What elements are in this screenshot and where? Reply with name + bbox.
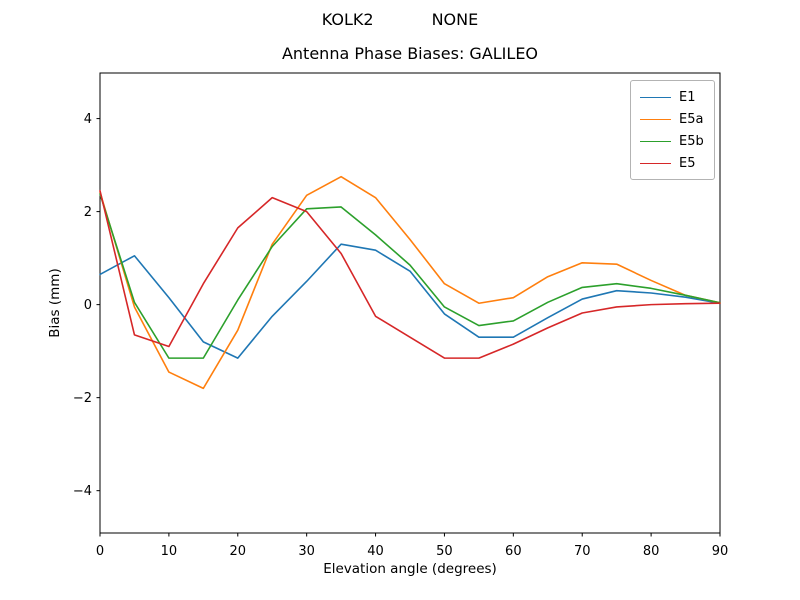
x-tick-label: 50 — [436, 544, 453, 559]
series-line-E1 — [99, 243, 721, 359]
legend: E1 E5a E5b E5 — [630, 80, 715, 180]
legend-label: E1 — [679, 89, 696, 105]
axes-title: Antenna Phase Biases: GALILEO — [281, 44, 539, 63]
x-tick-label: 0 — [96, 544, 104, 559]
legend-label: E5 — [679, 155, 696, 171]
series-line-E5 — [99, 189, 721, 359]
x-tick-label: 20 — [230, 544, 247, 559]
legend-item-E5b: E5b — [640, 130, 704, 152]
y-axis-label: Bias (mm) — [47, 268, 63, 338]
x-tick-label: 10 — [161, 544, 178, 559]
legend-item-E1: E1 — [640, 86, 704, 108]
legend-line-swatch — [640, 96, 671, 98]
y-tick-label: −4 — [73, 484, 92, 499]
series-line-E5a — [99, 175, 721, 390]
legend-label: E5b — [679, 133, 704, 149]
x-tick-label: 40 — [367, 544, 384, 559]
y-tick-label: 4 — [84, 112, 92, 127]
x-tick-label: 80 — [643, 544, 660, 559]
legend-item-E5a: E5a — [640, 108, 704, 130]
x-tick-label: 60 — [505, 544, 522, 559]
solution-name: NONE — [431, 10, 479, 29]
legend-line-swatch — [640, 162, 671, 164]
y-tick-label: 2 — [84, 205, 92, 220]
station-name: KOLK2 — [321, 10, 374, 29]
legend-line-swatch — [640, 118, 671, 120]
legend-line-swatch — [640, 140, 671, 142]
legend-label: E5a — [679, 111, 704, 127]
x-axis-label: Elevation angle (degrees) — [323, 561, 497, 577]
y-tick-label: 0 — [84, 298, 92, 313]
x-tick-label: 70 — [574, 544, 591, 559]
x-tick-label: 30 — [298, 544, 315, 559]
y-tick-label: −2 — [73, 391, 92, 406]
series-line-E5b — [99, 193, 721, 359]
x-tick-label: 90 — [712, 544, 729, 559]
figure-title: KOLK2 NONE — [0, 10, 800, 30]
legend-item-E5: E5 — [640, 152, 704, 174]
